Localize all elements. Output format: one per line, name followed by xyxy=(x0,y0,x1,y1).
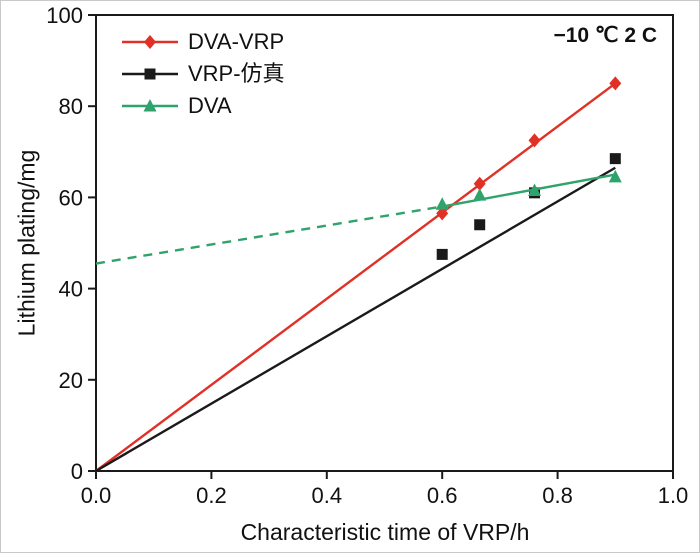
svg-text:0.6: 0.6 xyxy=(427,483,458,508)
diamond-marker-icon xyxy=(122,34,178,49)
x-axis-label: Characteristic time of VRP/h xyxy=(240,519,530,545)
svg-text:20: 20 xyxy=(59,368,83,393)
legend-label: DVA xyxy=(188,92,232,118)
svg-text:40: 40 xyxy=(59,277,83,302)
svg-text:100: 100 xyxy=(46,3,83,28)
square-marker-icon xyxy=(122,68,178,79)
svg-text:0: 0 xyxy=(71,459,83,484)
svg-text:80: 80 xyxy=(59,94,83,119)
y-axis-label: Lithium plating/mg xyxy=(13,149,40,337)
legend-label: DVA-VRP xyxy=(188,28,285,54)
condition-annotation: −10 ℃ 2 C xyxy=(553,24,657,47)
triangle-marker-icon xyxy=(122,98,178,111)
svg-text:60: 60 xyxy=(59,185,83,210)
svg-text:0.8: 0.8 xyxy=(542,483,573,508)
svg-text:1.0: 1.0 xyxy=(658,483,689,508)
legend-item: VRP-仿真 xyxy=(121,59,285,88)
svg-text:0.4: 0.4 xyxy=(312,483,343,508)
svg-text:0.0: 0.0 xyxy=(81,483,112,508)
legend-item: DVA-VRP xyxy=(121,27,285,56)
svg-text:0.2: 0.2 xyxy=(196,483,227,508)
legend-label: VRP-仿真 xyxy=(188,60,285,86)
legend: DVA-VRP VRP-仿真 DVA xyxy=(121,27,285,120)
legend-item: DVA xyxy=(121,91,285,120)
